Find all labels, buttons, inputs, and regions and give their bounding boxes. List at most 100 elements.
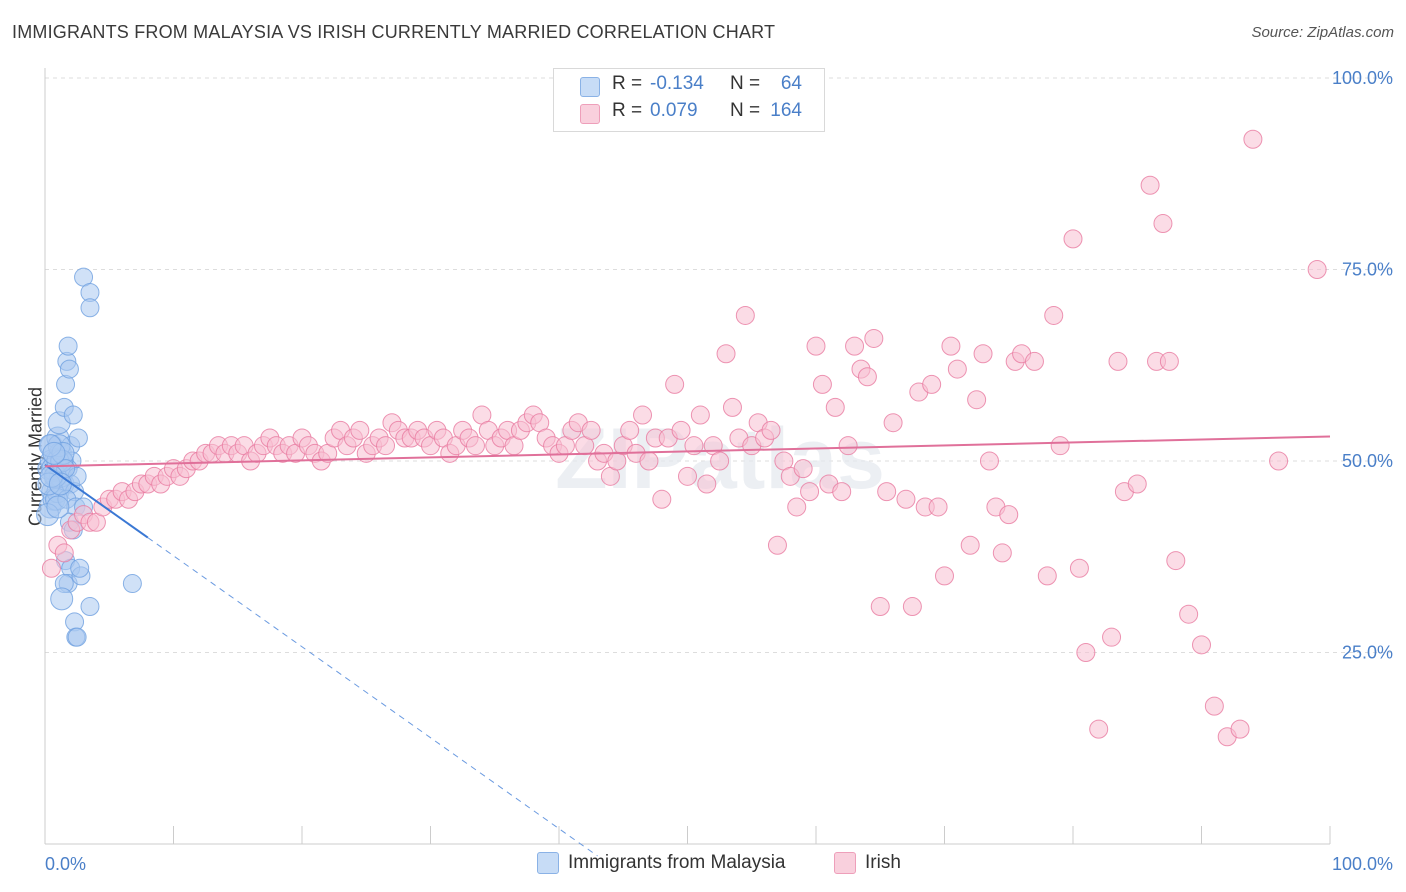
irish-point bbox=[812, 374, 832, 394]
bottom-legend-swatch-malaysia bbox=[537, 852, 559, 874]
legend-r-label: R = bbox=[612, 100, 643, 121]
legend-n-value: 164 bbox=[770, 100, 802, 121]
irish-point bbox=[870, 597, 890, 617]
irish-point bbox=[857, 367, 877, 387]
malaysia-point bbox=[50, 587, 74, 611]
irish-point bbox=[1089, 719, 1109, 739]
legend-swatch-irish bbox=[580, 104, 600, 124]
malaysia-trend-extension bbox=[147, 537, 598, 857]
x-tick-label-min: 0.0% bbox=[45, 854, 86, 874]
y-tick-label: 75.0% bbox=[1342, 260, 1393, 280]
y-tick-label: 100.0% bbox=[1332, 68, 1393, 88]
irish-point bbox=[979, 451, 999, 471]
irish-point bbox=[1069, 558, 1089, 578]
irish-point bbox=[1024, 351, 1044, 371]
irish-point bbox=[1204, 696, 1224, 716]
irish-point bbox=[1230, 719, 1250, 739]
malaysia-point bbox=[59, 359, 79, 379]
irish-point bbox=[722, 397, 742, 417]
malaysia-point bbox=[68, 428, 88, 448]
irish-point bbox=[1243, 129, 1263, 149]
irish-point bbox=[620, 420, 640, 440]
trend-lines bbox=[44, 435, 1331, 857]
irish-point bbox=[967, 390, 987, 410]
irish-point bbox=[787, 497, 807, 517]
irish-point bbox=[825, 397, 845, 417]
legend-r-value: -0.134 bbox=[650, 73, 704, 94]
data-points bbox=[36, 129, 1327, 747]
legend-swatch-malaysia bbox=[580, 77, 600, 97]
irish-point bbox=[716, 344, 736, 364]
bottom-legend-swatch-irish bbox=[834, 852, 856, 874]
chart-title: IMMIGRANTS FROM MALAYSIA VS IRISH CURREN… bbox=[12, 22, 776, 42]
irish-point bbox=[928, 497, 948, 517]
irish-point bbox=[922, 374, 942, 394]
source-label: Source: ZipAtlas.com bbox=[1251, 24, 1394, 41]
irish-point bbox=[41, 558, 61, 578]
irish-point bbox=[960, 535, 980, 555]
irish-point bbox=[832, 482, 852, 502]
irish-point bbox=[376, 436, 396, 456]
irish-point bbox=[806, 336, 826, 356]
irish-point bbox=[999, 505, 1019, 525]
y-tick-label: 50.0% bbox=[1342, 451, 1393, 471]
malaysia-point bbox=[46, 495, 70, 519]
legend-n-label: N = bbox=[730, 100, 761, 121]
malaysia-trend-line bbox=[44, 464, 149, 539]
irish-point bbox=[973, 344, 993, 364]
irish-point bbox=[1166, 551, 1186, 571]
irish-point bbox=[877, 482, 897, 502]
tick-labels: 100.0% 75.0% 50.0% 25.0% 0.0% 100.0% bbox=[45, 68, 1393, 874]
irish-point bbox=[1153, 214, 1173, 234]
irish-point bbox=[1037, 566, 1057, 586]
bottom-legend-irish: Irish bbox=[865, 852, 901, 873]
irish-point bbox=[710, 451, 730, 471]
legend-row-irish: R = 0.079 N = 164 bbox=[554, 100, 824, 128]
irish-point bbox=[1108, 351, 1128, 371]
irish-point bbox=[902, 597, 922, 617]
malaysia-point bbox=[122, 574, 142, 594]
irish-point bbox=[947, 359, 967, 379]
irish-point bbox=[350, 420, 370, 440]
irish-point bbox=[581, 420, 601, 440]
legend-r-value: 0.079 bbox=[650, 100, 698, 121]
irish-point bbox=[678, 466, 697, 486]
irish-point bbox=[54, 543, 74, 563]
bottom-legend-malaysia: Immigrants from Malaysia bbox=[568, 852, 786, 873]
irish-point bbox=[896, 489, 916, 509]
irish-point bbox=[1269, 451, 1289, 471]
irish-point bbox=[864, 328, 884, 348]
irish-point bbox=[690, 405, 710, 425]
legend-n-label: N = bbox=[730, 73, 761, 94]
irish-point bbox=[800, 482, 820, 502]
malaysia-point bbox=[58, 336, 78, 356]
irish-point bbox=[665, 374, 685, 394]
legend-r-label: R = bbox=[612, 73, 643, 94]
irish-trend-line bbox=[44, 435, 1331, 468]
irish-point bbox=[935, 566, 954, 586]
irish-point bbox=[845, 336, 865, 356]
irish-point bbox=[941, 336, 961, 356]
irish-point bbox=[1102, 627, 1122, 647]
malaysia-point bbox=[80, 298, 100, 318]
irish-point bbox=[465, 436, 485, 456]
irish-point bbox=[633, 405, 653, 425]
legend-row-malaysia: R = -0.134 N = 64 bbox=[554, 73, 824, 101]
irish-point bbox=[838, 436, 858, 456]
gridlines bbox=[45, 77, 1392, 653]
irish-point bbox=[883, 413, 903, 433]
irish-point bbox=[1179, 604, 1199, 624]
irish-point bbox=[761, 420, 781, 440]
irish-point bbox=[1063, 229, 1083, 249]
malaysia-point bbox=[80, 597, 100, 617]
irish-point bbox=[767, 535, 787, 555]
irish-point bbox=[1127, 474, 1147, 494]
irish-point bbox=[1192, 635, 1211, 655]
irish-point bbox=[1050, 436, 1070, 456]
irish-point bbox=[1140, 175, 1160, 195]
legend-n-value: 64 bbox=[780, 73, 802, 94]
irish-point bbox=[1159, 351, 1179, 371]
correlation-legend: R = -0.134 N = 64 R = 0.079 N = 164 bbox=[553, 68, 825, 132]
irish-point bbox=[735, 305, 755, 325]
